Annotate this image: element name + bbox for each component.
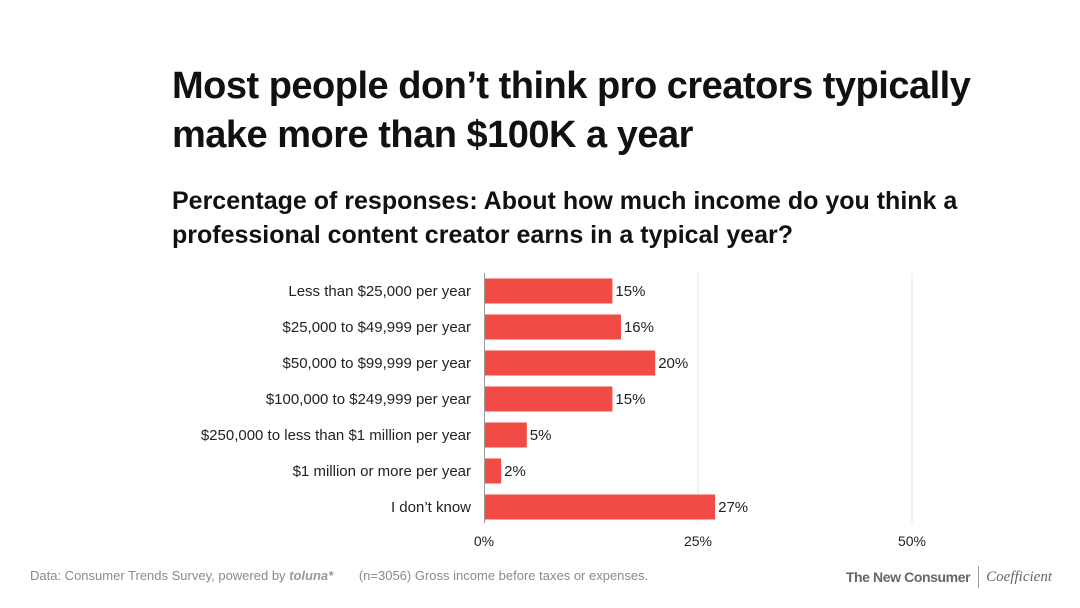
bar-chart: Less than $25,000 per year 15% $25,000 to … <box>201 273 926 549</box>
footer-source: Data: Consumer Trends Survey, powered by… <box>30 568 648 583</box>
category-label: $250,000 to less than $1 million per yea… <box>201 427 471 444</box>
value-label: 15% <box>615 391 645 408</box>
chart-title: Most people don’t think pro creators typ… <box>172 65 971 156</box>
the-new-consumer-logo: The New Consumer <box>845 569 971 585</box>
value-label: 20% <box>658 355 688 372</box>
bar <box>484 386 613 412</box>
bar <box>484 458 502 484</box>
source-text: Data: Consumer Trends Survey, powered by <box>30 568 290 583</box>
value-label: 15% <box>615 283 645 300</box>
x-tick-label: 50% <box>898 533 926 549</box>
toluna-logo: toluna* <box>289 568 334 583</box>
category-label: $50,000 to $99,999 per year <box>283 355 471 372</box>
category-label: Less than $25,000 per year <box>288 283 471 300</box>
category-label: $25,000 to $49,999 per year <box>283 319 471 336</box>
category-label: I don’t know <box>391 499 471 516</box>
value-label: 2% <box>504 463 526 480</box>
sample-note: (n=3056) Gross income before taxes or ex… <box>358 568 649 583</box>
value-label: 27% <box>718 499 748 516</box>
brand-divider <box>978 566 980 588</box>
bar <box>484 350 656 376</box>
value-label: 5% <box>530 427 552 444</box>
x-tick-label: 25% <box>684 533 712 549</box>
category-label: $100,000 to $249,999 per year <box>266 391 471 408</box>
bar <box>484 314 621 340</box>
x-tick-label: 0% <box>474 533 494 549</box>
bar <box>484 494 716 520</box>
brand-logos: The New Consumer Coefficient <box>846 566 1052 588</box>
value-label: 16% <box>624 319 654 336</box>
bar <box>484 422 527 448</box>
coefficient-logo: Coefficient <box>986 568 1052 585</box>
chart-subtitle: Percentage of responses: About how much … <box>172 187 958 249</box>
category-label: $1 million or more per year <box>293 463 471 480</box>
bar <box>484 278 613 304</box>
